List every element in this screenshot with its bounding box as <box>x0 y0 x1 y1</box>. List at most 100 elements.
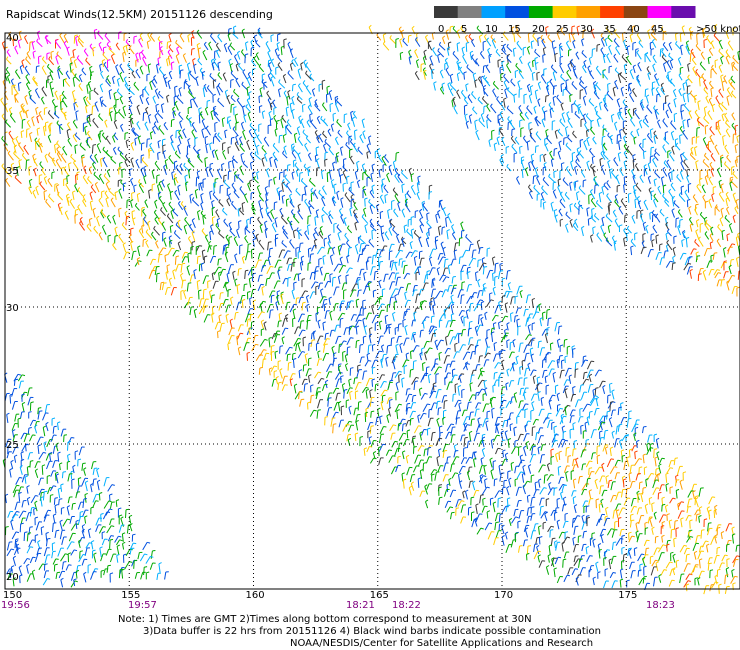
wind-barb <box>201 230 207 237</box>
wind-barb-flag <box>447 212 451 216</box>
wind-barb-flag <box>366 260 370 263</box>
wind-barb-flag <box>224 42 228 46</box>
wind-barb-flag <box>297 68 301 71</box>
wind-barb <box>100 73 104 79</box>
wind-barb <box>101 226 107 235</box>
wind-barb <box>172 108 177 116</box>
wind-barb-flag <box>213 105 217 108</box>
wind-barb-flag <box>77 37 81 41</box>
wind-barb-flag <box>322 321 326 324</box>
wind-barb <box>158 182 163 191</box>
wind-barb-flag <box>173 173 177 177</box>
wind-barb <box>479 369 483 377</box>
wind-barb-flag <box>440 339 444 342</box>
wind-barb <box>141 159 149 167</box>
wind-barb <box>332 114 334 122</box>
wind-barb <box>261 159 265 167</box>
wind-barb <box>102 159 108 168</box>
wind-barb <box>394 175 400 183</box>
wind-barb-flag <box>239 143 243 147</box>
wind-barb-flag <box>406 359 410 361</box>
wind-barb-flag <box>313 189 317 193</box>
wind-barb <box>167 51 173 59</box>
wind-barb-flag <box>399 342 403 346</box>
wind-barb-flag <box>546 308 551 311</box>
wind-barb-flag <box>205 234 208 238</box>
wind-barb <box>225 315 228 323</box>
wind-barb-flag <box>197 57 200 61</box>
wind-barb <box>269 103 273 111</box>
wind-barb-flag <box>438 484 443 486</box>
wind-barb-flag <box>138 37 142 41</box>
wind-barb <box>435 214 438 224</box>
wind-barb-flag <box>410 417 414 420</box>
wind-barb-flag <box>179 64 183 67</box>
wind-barb <box>83 167 87 175</box>
wind-barb <box>307 106 313 114</box>
wind-barb-flag <box>532 444 536 446</box>
wind-barb <box>203 314 208 323</box>
wind-barb <box>87 178 92 184</box>
wind-barb <box>188 118 192 127</box>
wind-barb-flag <box>300 255 305 258</box>
wind-barb-flag <box>286 198 290 201</box>
wind-barb <box>119 65 125 73</box>
wind-barb-flag <box>452 231 455 235</box>
wind-barb <box>18 144 25 153</box>
wind-barb <box>383 156 390 163</box>
wind-barb-flag <box>149 149 153 152</box>
wind-barb-flag <box>98 197 102 201</box>
wind-barb-flag <box>209 289 213 293</box>
wind-barb <box>237 268 240 276</box>
wind-barb <box>354 319 360 329</box>
wind-barb-flag <box>362 163 366 166</box>
wind-barb-flag <box>487 247 491 250</box>
wind-barb <box>330 180 334 189</box>
wind-barb-flag <box>280 291 284 294</box>
wind-barb <box>287 72 294 80</box>
wind-barb-flag <box>298 369 303 372</box>
wind-barb <box>136 194 139 202</box>
wind-barb-flag <box>587 403 591 406</box>
wind-barb-flag <box>482 282 486 286</box>
wind-barb-flag <box>302 80 306 84</box>
wind-barb-flag <box>252 238 257 241</box>
wind-barb-flag <box>172 269 176 272</box>
wind-barb-flag <box>379 295 383 298</box>
wind-barb <box>383 274 386 283</box>
wind-barb <box>501 361 505 370</box>
wind-barb-flag <box>312 232 316 235</box>
wind-barb-flag <box>236 335 240 338</box>
wind-barb <box>167 247 173 256</box>
wind-barb-flag <box>132 128 136 132</box>
wind-barb <box>232 157 238 164</box>
wind-barb <box>389 281 393 290</box>
wind-barb-flag <box>251 266 255 269</box>
wind-barb-flag <box>119 161 123 164</box>
wind-barb <box>397 287 402 296</box>
wind-barb-flag <box>65 70 69 74</box>
wind-barb-flag <box>434 339 438 343</box>
wind-barb-flag <box>326 85 330 88</box>
wind-barb <box>261 359 264 367</box>
wind-barb-flag <box>211 149 216 152</box>
wind-barb-flag <box>279 207 283 211</box>
wind-barb-flag <box>317 350 321 353</box>
wind-barb <box>367 345 370 354</box>
wind-barb-flag <box>654 448 658 450</box>
wind-barb-flag <box>82 198 85 202</box>
wind-barb <box>205 127 211 136</box>
wind-barb-flag <box>448 264 452 267</box>
wind-barb <box>154 201 158 209</box>
wind-barb <box>125 41 132 48</box>
wind-barb-flag <box>267 97 271 101</box>
wind-barb-flag <box>170 190 174 193</box>
wind-barb-flag <box>162 231 166 234</box>
wind-barb <box>369 206 373 215</box>
wind-barb-flag <box>217 61 221 64</box>
wind-barb <box>178 113 184 121</box>
wind-barb <box>327 130 332 137</box>
wind-barb-flag <box>307 104 311 108</box>
wind-barb-flag <box>137 245 141 248</box>
wind-barb-flag <box>358 235 362 239</box>
